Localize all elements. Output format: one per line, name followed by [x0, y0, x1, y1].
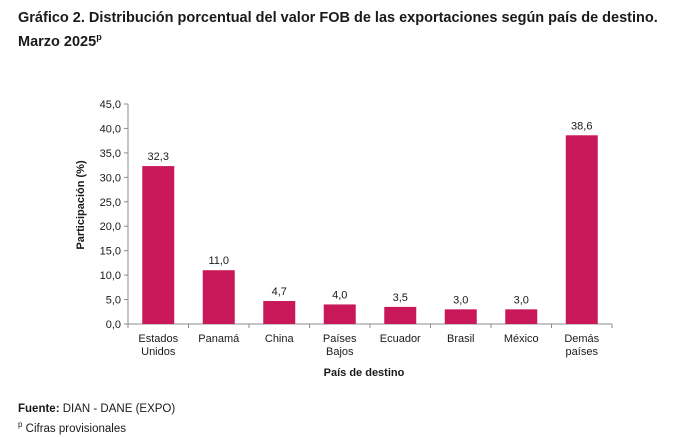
y-axis: 0,0 5,0 10,0 15,0 20,0 25,0 30,0 35,0 40,0 45,0 [100, 99, 129, 331]
x-tick-label-line: Brasil [447, 333, 475, 345]
data-label: 3,0 [514, 294, 529, 306]
bar [384, 306, 417, 324]
data-label: 38,6 [571, 120, 592, 132]
y-axis-label: Participación (%) [75, 160, 87, 250]
x-tick-label-line: China [265, 333, 295, 345]
provisional-note-superscript: p [18, 420, 23, 429]
data-label: 4,0 [332, 289, 347, 301]
bar [263, 301, 296, 324]
bar [505, 309, 538, 324]
x-tick-label: Estados Unidos [138, 333, 178, 358]
chart-footer: Fuente: DIAN - DANE (EXPO) p Cifras prov… [18, 402, 175, 437]
x-axis: Estados Unidos Panamá China Países Bajos Ecuad… [127, 323, 613, 358]
x-tick-label: Brasil [447, 333, 475, 345]
x-tick-label-line: Demás [564, 333, 599, 345]
y-tick-label: 5,0 [106, 295, 121, 307]
chart-title-period: Marzo 2025 [18, 33, 97, 50]
x-tick-label: Panamá [198, 333, 240, 345]
x-tick-label-line: Panamá [198, 333, 240, 345]
data-label: 4,7 [272, 286, 287, 298]
y-tick-label: 45,0 [100, 99, 121, 111]
source-note: Fuente: DIAN - DANE (EXPO) [18, 402, 175, 417]
chart-title-line1: Gráfico 2. Distribución porcentual del v… [18, 10, 658, 26]
y-tick-label: 35,0 [100, 148, 121, 160]
source-text: DIAN - DANE (EXPO) [59, 403, 176, 415]
provisional-superscript: p [96, 32, 102, 42]
y-tick-label: 10,0 [100, 270, 121, 282]
y-tick-label: 25,0 [100, 197, 121, 209]
data-label: 32,3 [148, 151, 169, 163]
y-tick-label: 15,0 [100, 246, 121, 258]
data-labels: 32,3 11,0 4,7 4,0 3,5 3,0 3,0 38,6 [148, 120, 593, 306]
data-label: 11,0 [208, 255, 229, 267]
bars [142, 135, 598, 324]
x-tick-label-line: México [504, 333, 539, 345]
bar [565, 135, 598, 324]
x-axis-label: País de destino [324, 367, 405, 379]
provisional-note-text: Cifras provisionales [22, 422, 126, 435]
x-tick-label: Países Bajos [323, 333, 357, 358]
x-tick-label: China [265, 333, 295, 345]
data-label: 3,5 [393, 292, 408, 304]
bar [202, 270, 235, 324]
chart-title-line2: Marzo 2025p [18, 28, 688, 52]
provisional-note: p Cifras provisionales [18, 417, 175, 437]
x-tick-label-line: países [566, 346, 599, 358]
chart-title: Gráfico 2. Distribución porcentual del v… [18, 9, 688, 52]
x-tick-label-line: Estados [138, 333, 178, 345]
x-tick-label-line: Países [323, 333, 357, 345]
x-tick-label: Demás países [564, 333, 599, 358]
bar [323, 304, 356, 324]
y-tick-label: 40,0 [100, 123, 121, 135]
y-tick-label: 30,0 [100, 172, 121, 184]
data-label: 3,0 [453, 294, 468, 306]
y-tick-label: 20,0 [100, 221, 121, 233]
x-tick-label: Ecuador [380, 333, 421, 345]
bar [444, 309, 477, 324]
y-tick-label: 0,0 [106, 319, 121, 331]
x-tick-label-line: Bajos [326, 346, 354, 358]
x-tick-label-line: Unidos [141, 346, 176, 358]
x-tick-label: México [504, 333, 539, 345]
source-label: Fuente: [18, 403, 60, 415]
x-tick-label-line: Ecuador [380, 333, 421, 345]
bar [142, 166, 175, 324]
